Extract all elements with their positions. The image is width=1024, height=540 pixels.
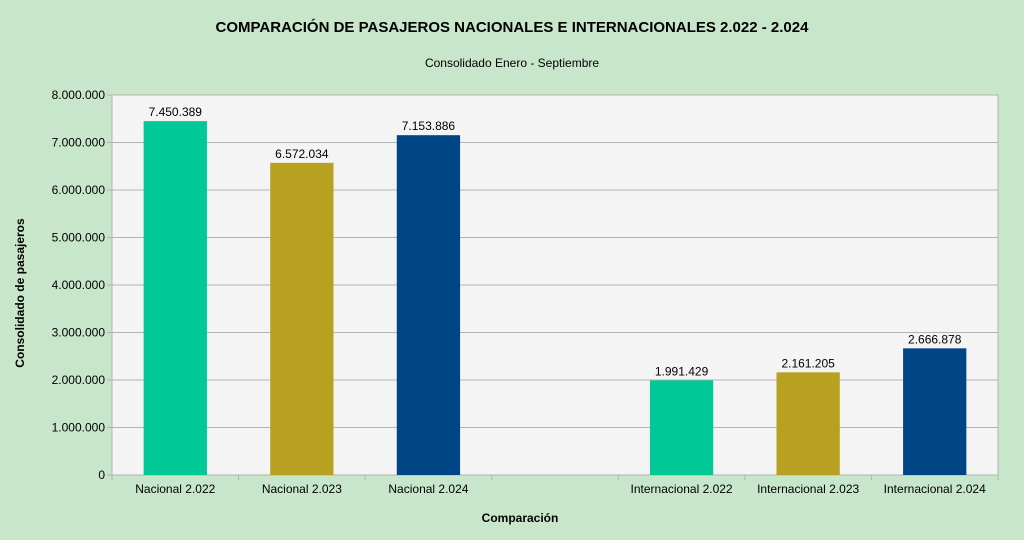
y-tick-label: 3.000.000 [52,326,106,340]
y-tick-label: 1.000.000 [52,421,106,435]
x-axis-title: Comparación [482,511,559,525]
data-label: 1.991.429 [655,364,709,378]
bar [270,162,334,476]
x-tick-label: Nacional 2.023 [262,482,342,496]
y-tick-label: 0 [98,468,105,482]
y-tick-label: 7.000.000 [52,136,106,150]
bar [649,380,714,475]
y-tick-label: 5.000.000 [52,231,106,245]
x-tick-label: Internacional 2.024 [884,482,986,496]
bar [396,135,461,475]
y-tick-label: 6.000.000 [52,183,106,197]
data-label: 6.572.034 [275,147,329,161]
data-label: 2.161.205 [781,356,835,370]
chart-subtitle: Consolidado Enero - Septiembre [424,56,600,70]
x-tick-label: Nacional 2.022 [135,482,215,496]
x-tick-label: Internacional 2.022 [631,482,733,496]
data-label: 7.153.886 [402,119,456,133]
x-tick-label: Nacional 2.024 [388,482,468,496]
y-tick-label: 2.000.000 [52,373,106,387]
y-axis-title: Consolidado de pasajeros [13,218,27,368]
bar [143,121,207,476]
data-label: 2.666.878 [908,332,962,346]
data-label: 7.450.389 [149,105,203,119]
y-tick-label: 8.000.000 [52,88,106,102]
bar [903,348,967,475]
bar [776,372,840,475]
chart-title: COMPARACIÓN DE PASAJEROS NACIONALES E IN… [215,19,809,36]
y-tick-label: 4.000.000 [52,278,106,292]
x-tick-label: Internacional 2.023 [757,482,859,496]
